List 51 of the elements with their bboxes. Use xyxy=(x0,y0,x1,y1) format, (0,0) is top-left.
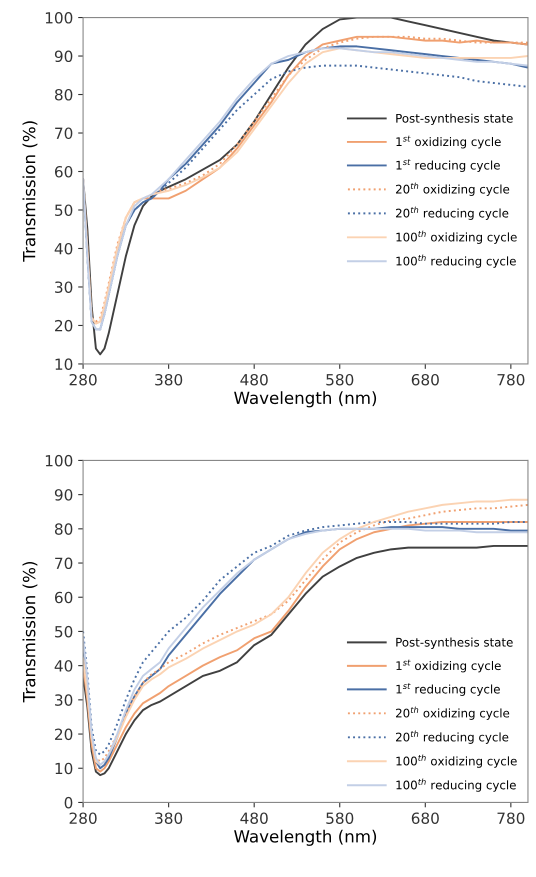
y-tick-label: 80 xyxy=(54,88,72,101)
legend-label: 20$^{th}$ reducing cycle xyxy=(396,730,508,744)
y-tick-label: 70 xyxy=(55,558,72,570)
legend-label: Post-synthesis state xyxy=(396,638,513,649)
legend-label: 1$^{st}$ oxidizing cycle xyxy=(396,660,501,672)
x-axis-title: Wavelength (nm) xyxy=(234,830,376,846)
x-tick-label: 380 xyxy=(155,374,182,386)
y-tick-label: 50 xyxy=(55,626,72,638)
y-tick-label: 90 xyxy=(54,50,72,62)
y-tick-label: 0 xyxy=(64,796,72,808)
y-axis-title: Transmission (%) xyxy=(22,121,38,262)
x-tick-label: 780 xyxy=(498,812,524,824)
x-tick-label: 580 xyxy=(326,374,354,386)
y-tick-label: 10 xyxy=(56,762,72,774)
legend-label: 100$^{th}$ oxidizing cycle xyxy=(396,754,517,768)
y-tick-label: 40 xyxy=(54,660,72,672)
y-tick-label: 70 xyxy=(55,127,72,140)
y-tick-label: 20 xyxy=(55,320,72,332)
y-tick-label: 30 xyxy=(55,281,72,293)
legend-label: Post-synthesis state xyxy=(396,114,513,126)
legend-label: 100$^{th}$ oxidizing cycle xyxy=(396,230,517,244)
x-tick-label: 480 xyxy=(240,374,268,386)
legend-label: 20$^{th}$ oxidizing cycle xyxy=(396,182,510,196)
legend-label: 100$^{th}$ reducing cycle xyxy=(396,254,516,268)
y-tick-label: 40 xyxy=(54,242,72,255)
legend-label: 20$^{th}$ reducing cycle xyxy=(396,206,508,220)
x-tick-label: 680 xyxy=(412,374,439,386)
y-tick-label: 60 xyxy=(54,592,72,604)
y-axis-title: Transmission (%) xyxy=(22,562,38,702)
y-tick-label: 20 xyxy=(55,728,72,740)
x-axis-title: Wavelength (nm) xyxy=(234,391,376,408)
y-tick-label: 100 xyxy=(46,454,72,466)
y-tick-label: 80 xyxy=(54,523,72,535)
legend-label: 1$^{st}$ reducing cycle xyxy=(396,159,500,172)
y-tick-label: 50 xyxy=(55,204,72,216)
y-tick-label: 60 xyxy=(54,166,72,178)
y-tick-label: 100 xyxy=(46,12,72,24)
x-tick-label: 480 xyxy=(240,812,268,824)
legend-label: 20$^{th}$ oxidizing cycle xyxy=(396,706,510,720)
x-tick-label: 280 xyxy=(70,374,97,386)
x-tick-label: 580 xyxy=(326,812,354,824)
x-tick-label: 680 xyxy=(412,812,439,824)
legend-label: 1$^{st}$ reducing cycle xyxy=(396,683,500,696)
legend-label: 100$^{th}$ reducing cycle xyxy=(396,778,516,792)
y-tick-label: 10 xyxy=(56,358,72,370)
x-tick-label: 780 xyxy=(498,374,524,386)
y-tick-label: 90 xyxy=(54,489,72,501)
x-tick-label: 380 xyxy=(155,812,182,824)
legend-label: 1$^{st}$ oxidizing cycle xyxy=(396,136,501,148)
y-tick-label: 30 xyxy=(55,694,72,706)
x-tick-label: 280 xyxy=(70,812,97,824)
